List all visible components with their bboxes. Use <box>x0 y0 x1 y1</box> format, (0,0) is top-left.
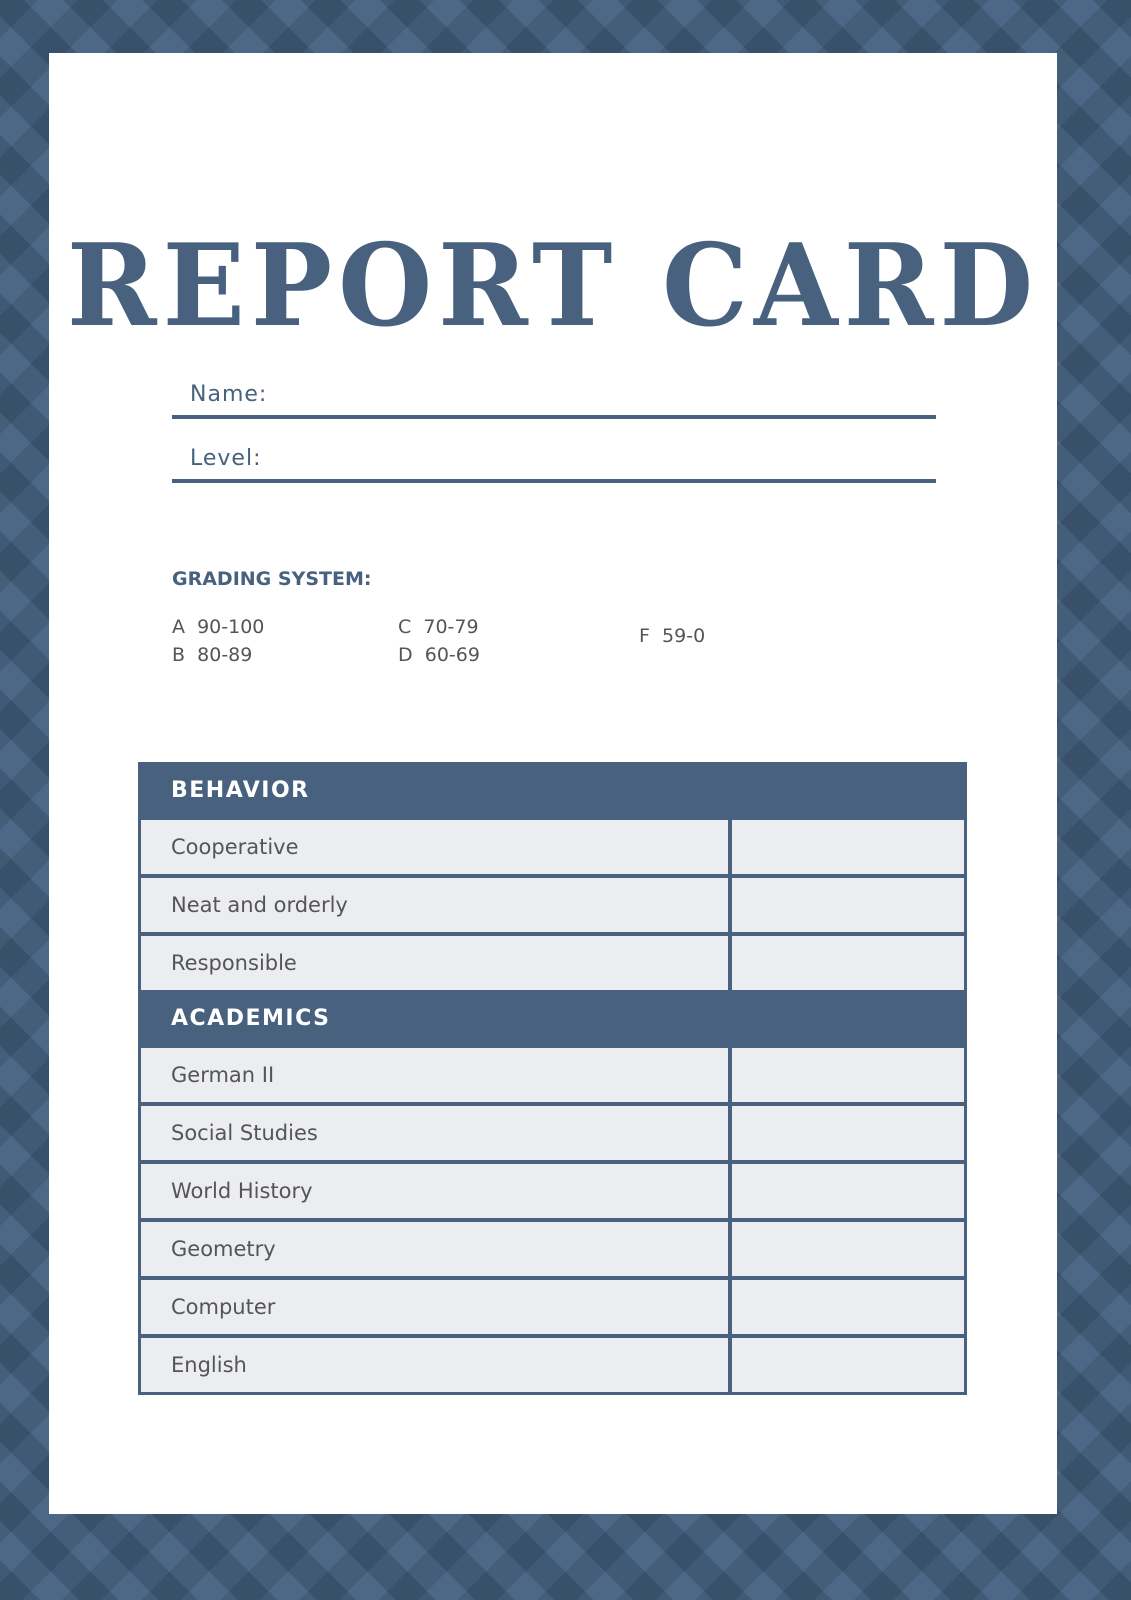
grade-a: A 90-100 <box>172 616 265 638</box>
table-row: German II <box>141 1048 964 1102</box>
subject-label: German II <box>141 1048 728 1102</box>
grade-cell[interactable] <box>732 1106 964 1160</box>
table-row: Geometry <box>141 1222 964 1276</box>
table-row: Responsible <box>141 936 964 990</box>
table-row: English <box>141 1338 964 1392</box>
grade-c: C 70-79 <box>398 616 479 638</box>
subject-label: Neat and orderly <box>141 878 728 932</box>
subject-label: Responsible <box>141 936 728 990</box>
name-field[interactable]: Name: <box>172 371 936 419</box>
behavior-header: BEHAVIOR <box>171 778 310 803</box>
name-label: Name: <box>190 382 268 407</box>
report-card-page: REPORT CARD Name: Level: GRADING SYSTEM:… <box>49 53 1057 1514</box>
level-field[interactable]: Level: <box>172 435 936 483</box>
subject-label: Cooperative <box>141 820 728 874</box>
table-row: Cooperative <box>141 820 964 874</box>
grade-b: B 80-89 <box>172 644 253 666</box>
level-label: Level: <box>190 446 262 471</box>
grade-f: F 59-0 <box>639 625 706 647</box>
table-row: Neat and orderly <box>141 878 964 932</box>
subject-label: Geometry <box>141 1222 728 1276</box>
grade-cell[interactable] <box>732 1222 964 1276</box>
grade-cell[interactable] <box>732 1280 964 1334</box>
grades-table: BEHAVIOR Cooperative Neat and orderly Resp… <box>138 762 967 1395</box>
grading-system-title: GRADING SYSTEM: <box>172 568 372 590</box>
academics-header: ACADEMICS <box>171 1006 331 1031</box>
subject-label: Social Studies <box>141 1106 728 1160</box>
grade-d: D 60-69 <box>398 644 480 666</box>
grade-cell[interactable] <box>732 878 964 932</box>
table-row: Social Studies <box>141 1106 964 1160</box>
table-row: Computer <box>141 1280 964 1334</box>
subject-label: English <box>141 1338 728 1392</box>
subject-label: Computer <box>141 1280 728 1334</box>
grade-cell[interactable] <box>732 1338 964 1392</box>
table-row: World History <box>141 1164 964 1218</box>
grade-cell[interactable] <box>732 936 964 990</box>
page-title: REPORT CARD <box>66 219 1040 353</box>
grade-cell[interactable] <box>732 1048 964 1102</box>
grade-cell[interactable] <box>732 1164 964 1218</box>
grade-cell[interactable] <box>732 820 964 874</box>
subject-label: World History <box>141 1164 728 1218</box>
